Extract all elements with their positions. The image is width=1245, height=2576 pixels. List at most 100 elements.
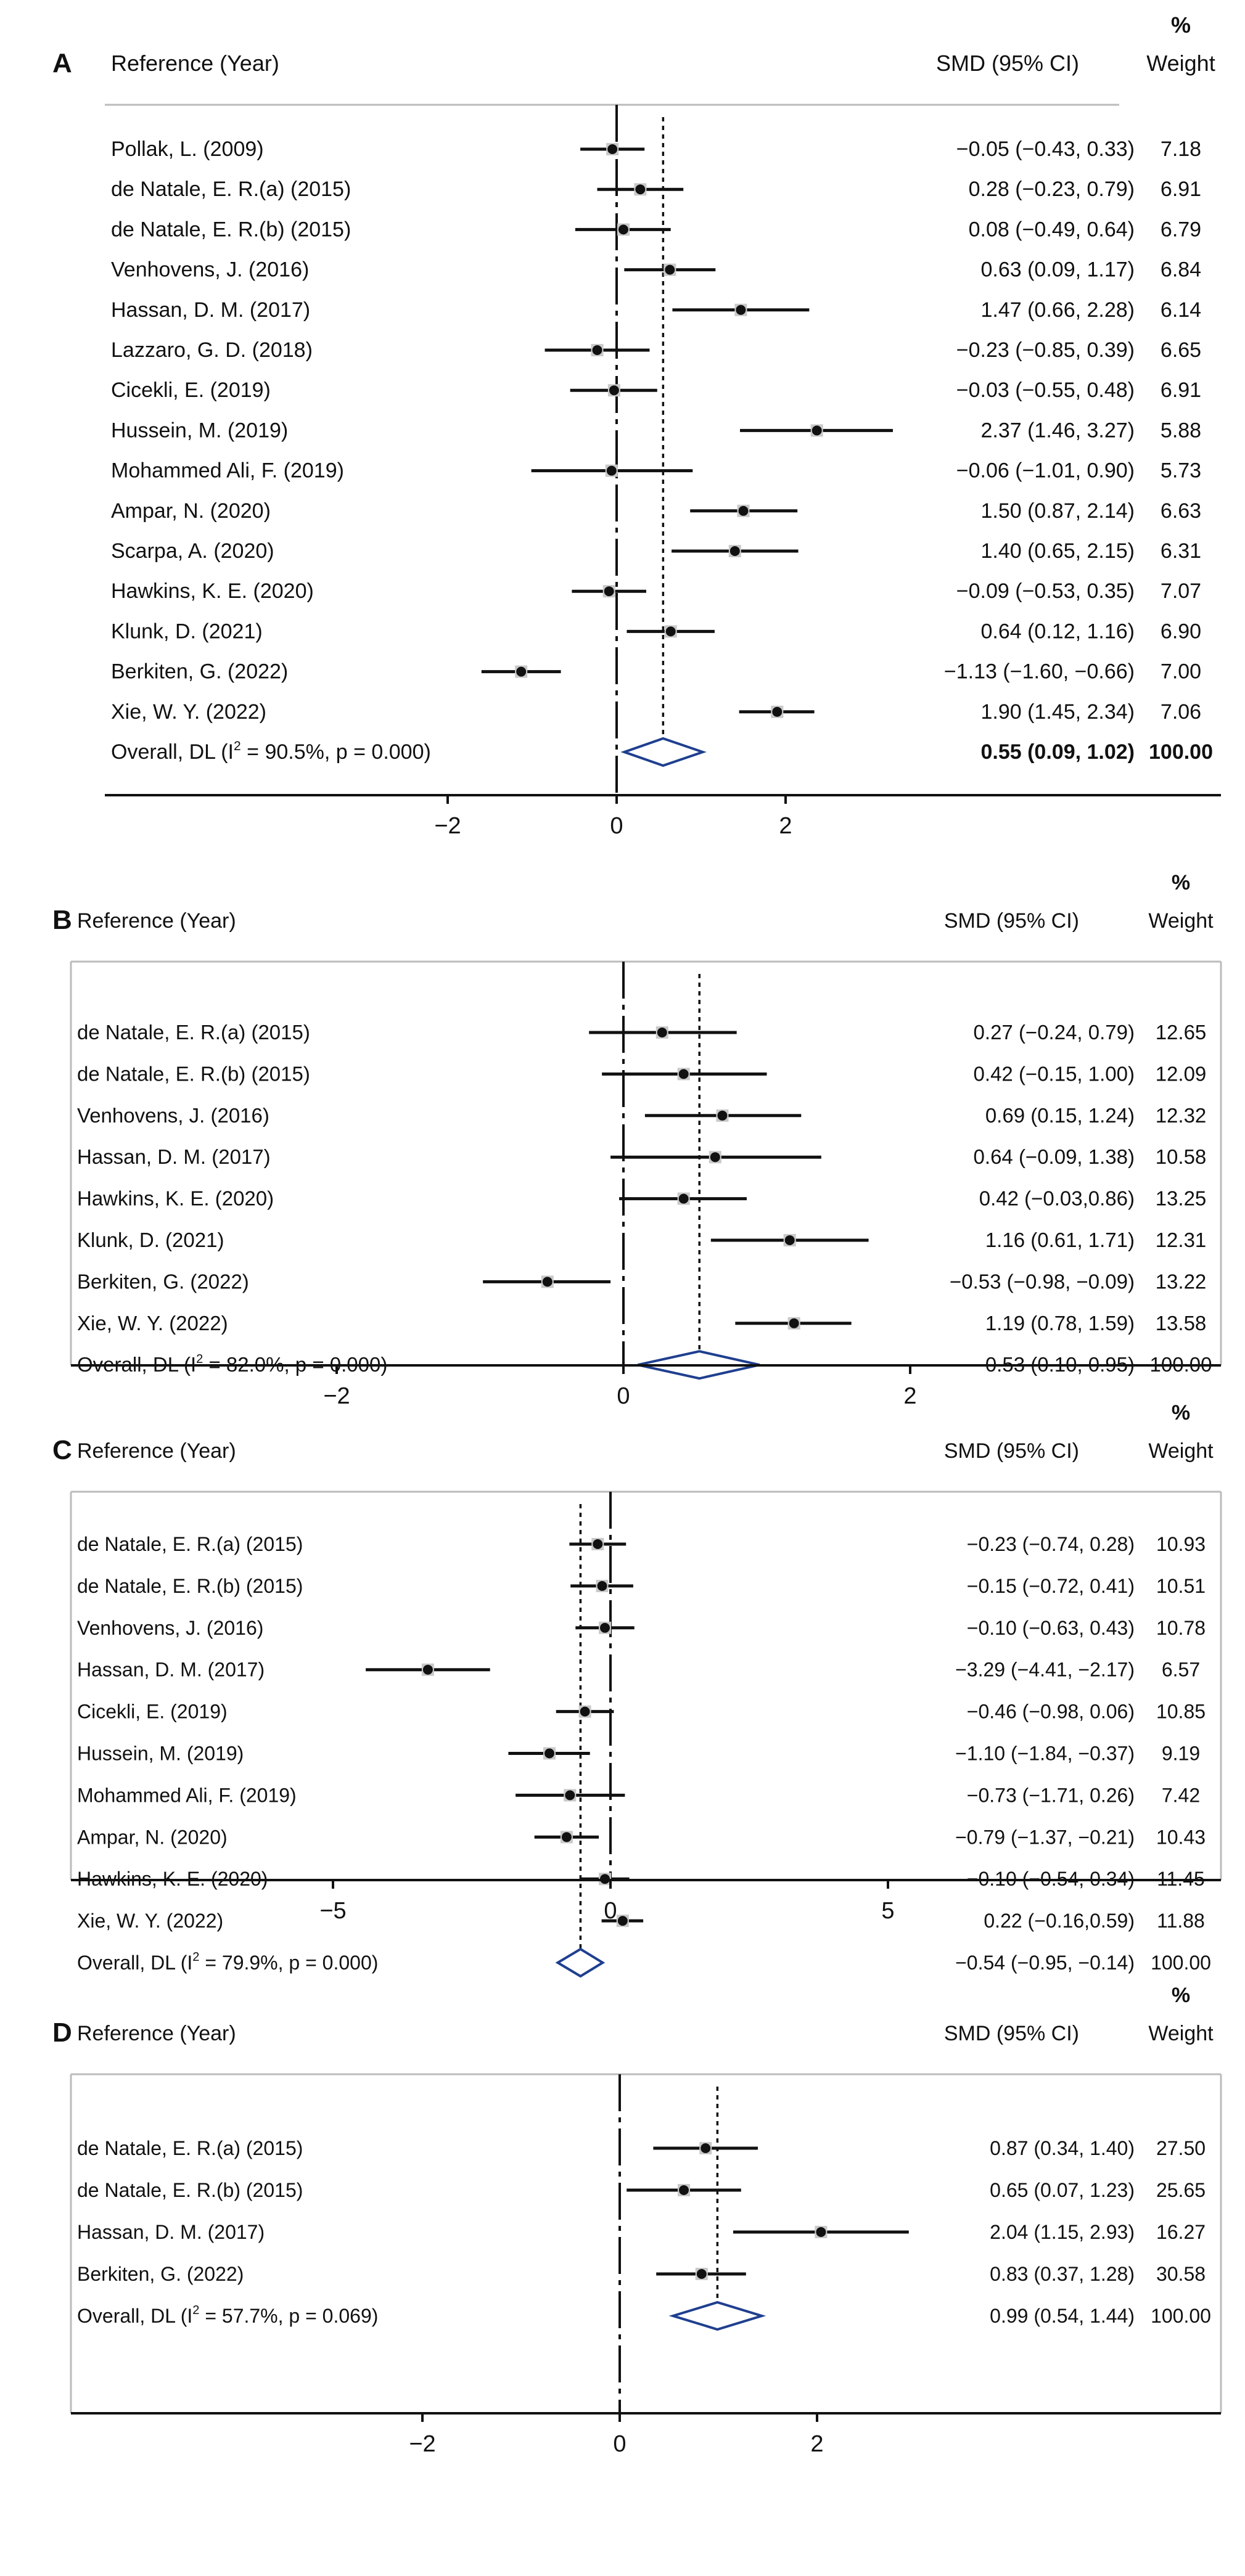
study-label: de Natale, E. R.(b) (2015)	[111, 218, 351, 241]
point-estimate	[635, 184, 646, 195]
x-tick-label: −2	[434, 813, 461, 839]
point-estimate	[729, 546, 740, 556]
study-weight: 10.85	[1156, 1701, 1206, 1723]
study-label: Venhovens, J. (2016)	[77, 1617, 263, 1639]
study-label: Pollak, L. (2009)	[111, 137, 264, 161]
x-tick-label: −2	[323, 1383, 350, 1409]
forest-panel-a: A Reference (Year) SMD (95% CI)% Weight Poll…	[52, 12, 1221, 839]
study-label: Cicekli, E. (2019)	[77, 1701, 228, 1723]
study-smd-ci: 1.47 (0.66, 2.28)	[980, 298, 1135, 322]
header-weight-symbol: %	[1171, 12, 1191, 38]
study-weight: 5.88	[1161, 419, 1201, 442]
study-smd-ci: 0.63 (0.09, 1.17)	[980, 258, 1135, 282]
point-estimate	[516, 666, 527, 677]
overall-label-suffix: = 79.9%, p = 0.000)	[199, 1952, 378, 1974]
study-weight: 6.57	[1162, 1659, 1200, 1681]
study-smd-ci: 0.27 (−0.24, 0.79)	[974, 1021, 1135, 1044]
point-estimate	[422, 1664, 433, 1675]
study-smd-ci: −0.05 (−0.43, 0.33)	[956, 137, 1135, 161]
overall-label: Overall, DL (I2 = 57.7%, p = 0.069)	[77, 2304, 378, 2327]
study-weight: 13.22	[1156, 1270, 1207, 1293]
study-label: Venhovens, J. (2016)	[77, 1104, 269, 1127]
header-effect: SMD (95% CI)	[944, 2022, 1079, 2045]
point-estimate	[561, 1832, 572, 1842]
point-estimate	[544, 1748, 554, 1759]
study-label: de Natale, E. R.(b) (2015)	[77, 1575, 303, 1597]
study-weight: 7.06	[1161, 700, 1201, 724]
study-smd-ci: 0.64 (−0.09, 1.38)	[974, 1145, 1135, 1168]
study-weight: 6.90	[1161, 619, 1201, 643]
x-tick-label: 2	[903, 1383, 916, 1409]
point-estimate	[606, 465, 617, 476]
study-label: de Natale, E. R.(b) (2015)	[77, 1062, 310, 1085]
study-smd-ci: −0.15 (−0.72, 0.41)	[967, 1575, 1135, 1597]
header-weight: Weight	[1146, 51, 1215, 76]
point-estimate	[604, 586, 614, 597]
point-estimate	[710, 1152, 720, 1163]
study-smd-ci: 1.40 (0.65, 2.15)	[980, 539, 1135, 563]
point-estimate	[678, 1069, 689, 1079]
x-tick-label: 2	[779, 813, 792, 839]
study-smd-ci: 0.42 (−0.03,0.86)	[979, 1187, 1135, 1210]
header-weight: Weight	[1148, 909, 1214, 933]
point-estimate	[542, 1277, 553, 1287]
study-label: Ampar, N. (2020)	[111, 499, 271, 523]
header-effect: SMD (95% CI)	[944, 1439, 1079, 1463]
overall-label-sup: 2	[192, 1950, 199, 1964]
study-weight: 6.79	[1161, 218, 1201, 241]
header-study: Reference (Year)	[77, 2022, 236, 2045]
point-estimate	[678, 1193, 689, 1204]
study-weight: 11.88	[1157, 1910, 1205, 1932]
study-label: Hawkins, K. E. (2020)	[111, 579, 314, 603]
study-smd-ci: 0.65 (0.07, 1.23)	[990, 2179, 1135, 2201]
study-smd-ci: 0.64 (0.12, 1.16)	[980, 619, 1135, 643]
overall-label: Overall, DL (I2 = 90.5%, p = 0.000)	[111, 739, 431, 764]
study-smd-ci: 0.28 (−0.23, 0.79)	[969, 178, 1135, 201]
point-estimate	[679, 2185, 689, 2195]
point-estimate	[657, 1028, 667, 1037]
study-weight: 7.07	[1161, 579, 1201, 603]
study-weight: 5.73	[1161, 459, 1201, 483]
study-smd-ci: 0.83 (0.37, 1.28)	[990, 2263, 1135, 2285]
study-smd-ci: 1.16 (0.61, 1.71)	[985, 1229, 1135, 1251]
study-label: Berkiten, G. (2022)	[77, 1270, 249, 1293]
header-weight: Weight	[1148, 1439, 1214, 1463]
study-smd-ci: 0.69 (0.15, 1.24)	[985, 1104, 1135, 1127]
overall-smd-ci: 0.55 (0.09, 1.02)	[980, 740, 1135, 764]
study-weight: 6.31	[1161, 539, 1201, 563]
panel-label: B	[52, 905, 72, 935]
study-weight: 7.42	[1162, 1784, 1200, 1806]
header-weight-symbol: %	[1172, 1401, 1190, 1425]
point-estimate	[600, 1622, 610, 1633]
point-estimate	[738, 505, 749, 516]
point-estimate	[607, 144, 618, 154]
study-label: de Natale, E. R.(a) (2015)	[77, 1533, 303, 1555]
panel-label: C	[52, 1435, 72, 1465]
study-weight: 7.18	[1161, 137, 1201, 161]
overall-label-suffix: = 90.5%, p = 0.000)	[241, 740, 431, 764]
point-estimate	[789, 1318, 799, 1328]
study-weight: 10.43	[1156, 1826, 1206, 1848]
study-label: Venhovens, J. (2016)	[111, 258, 309, 282]
x-tick-label: 0	[613, 2431, 626, 2457]
x-tick-label: 0	[604, 1898, 617, 1924]
header-weight: Weight	[1148, 2022, 1214, 2045]
overall-label-prefix: Overall, DL (I	[111, 740, 234, 764]
study-weight: 6.91	[1161, 178, 1201, 201]
forest-panel-d: D Reference (Year) SMD (95% CI)% Weight de N…	[52, 1984, 1222, 2457]
study-label: Ampar, N. (2020)	[77, 1826, 228, 1848]
overall-label-sup: 2	[234, 739, 241, 753]
study-weight: 12.09	[1156, 1062, 1207, 1085]
study-weight: 13.58	[1156, 1312, 1207, 1335]
forest-panel-c: C Reference (Year) SMD (95% CI)% Weight de N…	[52, 1401, 1222, 1978]
study-smd-ci: −0.46 (−0.98, 0.06)	[967, 1701, 1135, 1723]
point-estimate	[593, 1539, 603, 1549]
study-weight: 9.19	[1162, 1743, 1200, 1765]
study-label: Scarpa, A. (2020)	[111, 539, 274, 563]
study-label: de Natale, E. R.(a) (2015)	[77, 2137, 303, 2159]
study-smd-ci: −1.10 (−1.84, −0.37)	[955, 1743, 1135, 1765]
point-estimate	[617, 1916, 628, 1926]
overall-weight: 100.00	[1149, 740, 1213, 764]
overall-weight: 100.00	[1151, 2305, 1211, 2327]
study-weight: 10.58	[1156, 1145, 1207, 1168]
